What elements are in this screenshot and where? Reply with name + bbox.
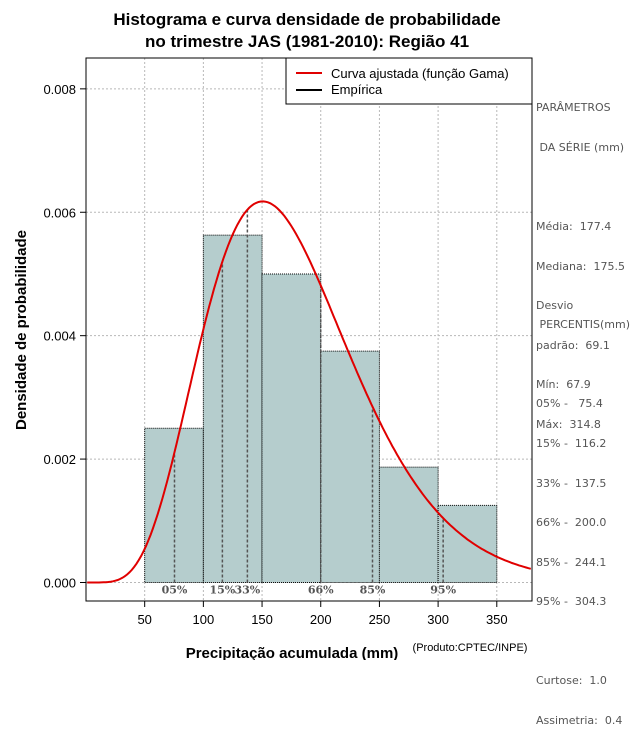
chart-title-line-2: no trimestre JAS (1981-2010): Região 41 [145,32,469,51]
percentile-lines: 05% 15% 33% 66% 85% 95% [162,209,457,596]
y-axis: 0.000 0.002 0.004 0.006 0.008 [43,82,86,590]
x-tick-label-300: 300 [427,612,449,627]
fitted-gamma-curve [87,200,532,584]
y-axis-label: Densidade de probabilidade [13,230,30,430]
x-axis: 50 100 150 200 250 300 350 [137,601,508,627]
histogram-bar-3 [261,273,322,583]
params-title-line-1: PARÂMETROS [536,101,611,115]
x-tick-label-100: 100 [193,612,215,627]
legend-empirical-label: Empírica [331,82,383,97]
series-parameters: PARÂMETROS DA SÉRIE (mm) Média: 177.4 Me… [536,75,625,444]
histogram-bar-2 [202,234,263,583]
x-tick-label-250: 250 [369,612,391,627]
histogram-bars [144,234,498,583]
y-tick-label-0: 0.000 [43,575,76,590]
legend: Curva ajustada (função Gama) Empírica [285,57,533,105]
percentile-label-95%: 95% [430,583,456,596]
percentile-85: 85% - 244.1 [536,555,607,569]
stat-skewness: Assimetria: 0.4 [536,714,623,728]
chart-title-line-1: Histograma e curva densidade de probabil… [113,10,500,29]
percentiles-panel: PERCENTIS(mm) 05% - 75.4 15% - 116.2 33%… [536,292,630,741]
percentile-15: 15% - 116.2 [536,437,607,451]
y-tick-label-4: 0.008 [43,82,76,97]
histogram-bar-5 [378,466,439,583]
param-mean: Média: 177.4 [536,220,612,234]
percentile-label-05%: 05% [162,583,188,596]
x-tick-label-150: 150 [251,612,273,627]
percentiles-title: PERCENTIS(mm) [536,318,630,332]
percentile-label-85%: 85% [360,583,386,596]
x-tick-label-200: 200 [310,612,332,627]
param-sd-line-1: Desvio [536,299,574,313]
y-tick-label-2: 0.004 [43,329,76,344]
histogram-bar-6 [437,504,498,583]
stat-kurtosis: Curtose: 1.0 [536,674,607,688]
params-title-line-2: DA SÉRIE (mm) [536,141,625,155]
percentile-label-66%: 66% [308,583,334,596]
percentile-label-15%: 15% [209,583,235,596]
percentile-05: 05% - 75.4 [536,397,603,411]
x-axis-label: Precipitação acumulada (mm) [186,645,399,660]
product-credit: (Produto:CPTEC/INPE) [413,642,528,654]
percentile-label-33%: 33% [234,583,260,596]
param-sd-line-2: padrão: 69.1 [536,338,610,352]
percentile-66: 66% - 200.0 [536,516,607,530]
x-tick-label-50: 50 [137,612,151,627]
param-min: Mín: 67.9 [536,378,591,392]
y-tick-label-3: 0.006 [43,205,76,220]
percentile-95: 95% - 304.3 [536,595,607,609]
histogram-chart: Histograma e curva densidade de probabil… [13,10,533,660]
y-tick-label-1: 0.002 [43,452,76,467]
legend-curve-label: Curva ajustada (função Gama) [331,66,509,81]
x-tick-label-350: 350 [486,612,508,627]
percentile-33: 33% - 137.5 [536,476,607,490]
param-max: Máx: 314.8 [536,418,601,432]
legend-box [285,57,533,105]
param-median: Mediana: 175.5 [536,259,625,273]
histogram-bar-4 [320,350,380,583]
